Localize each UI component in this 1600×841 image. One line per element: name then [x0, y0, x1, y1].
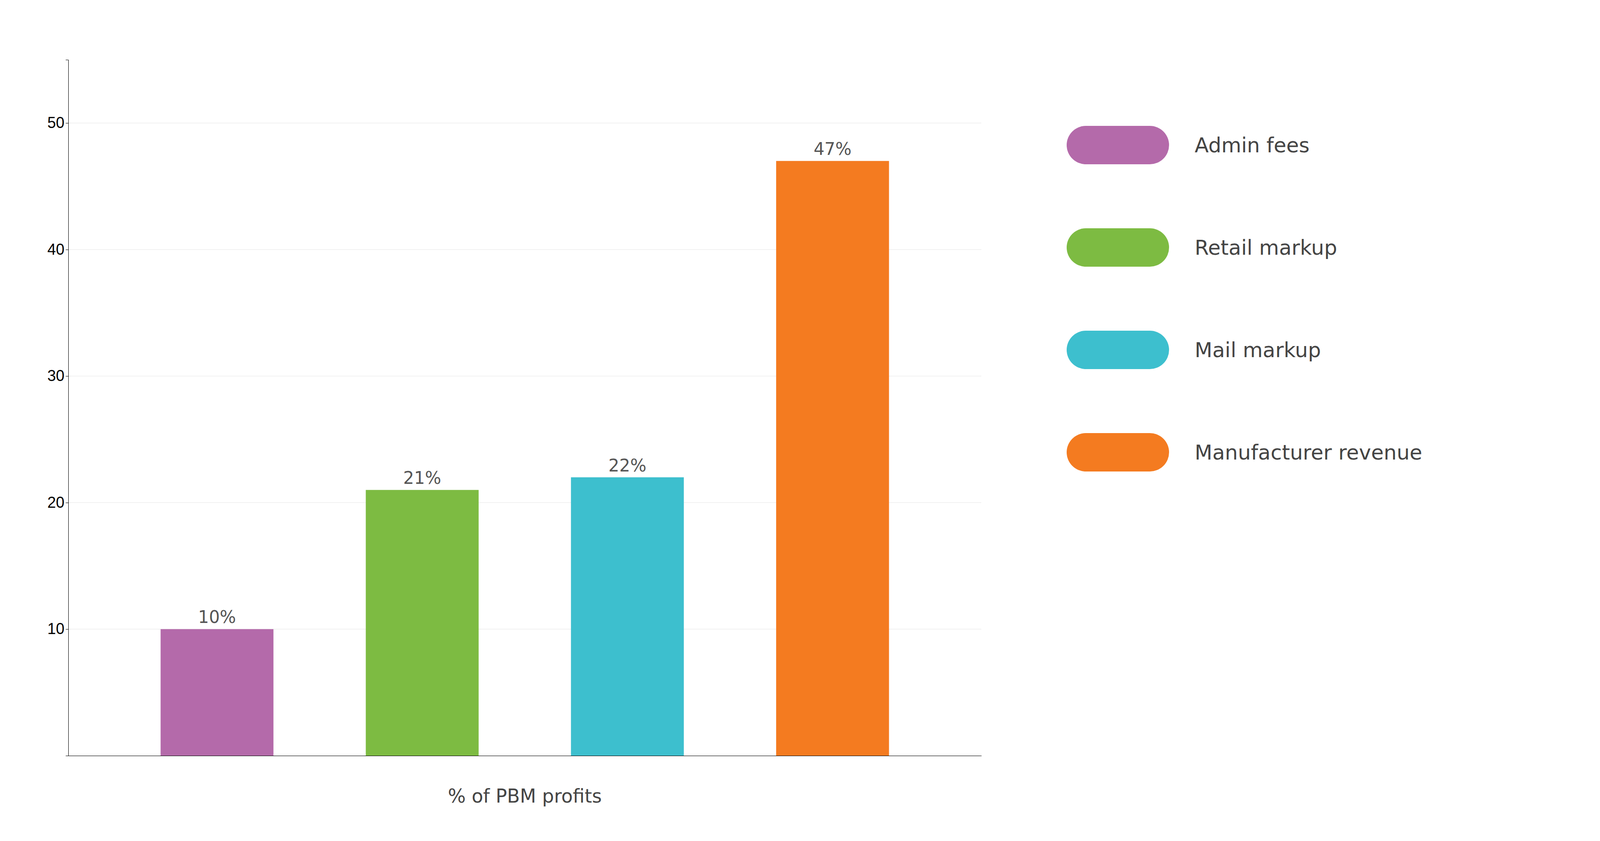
x-axis-title: % of PBM profits: [448, 785, 603, 807]
y-axis: 10 20 30 40 50: [47, 60, 69, 757]
bar: [570, 477, 684, 756]
legend-item: Retail markup: [1066, 228, 1338, 267]
legend-swatch: [1066, 330, 1170, 370]
y-tick-mark: [65, 375, 69, 377]
bar: [160, 628, 274, 756]
data-label: 47%: [813, 139, 852, 159]
legend-label: Admin fees: [1194, 133, 1310, 158]
legend-label: Manufacturer revenue: [1194, 440, 1423, 465]
legend-item: Mail markup: [1066, 330, 1321, 370]
bar: [776, 160, 889, 756]
data-label: 22%: [608, 455, 647, 476]
data-label: 21%: [403, 468, 442, 488]
data-label: 10%: [197, 607, 236, 627]
bar: [365, 489, 479, 756]
y-tick: 40: [47, 240, 69, 259]
bars: [160, 160, 889, 756]
legend-swatch: [1066, 125, 1170, 165]
y-tick-label: 30: [47, 366, 65, 385]
legend-item: Manufacturer revenue: [1066, 433, 1423, 472]
y-tick-mark: [65, 122, 69, 124]
legend-label: Retail markup: [1194, 235, 1338, 260]
y-tick-mark: [65, 502, 69, 504]
y-tick: 50: [47, 113, 69, 132]
y-tick-mark: [65, 249, 69, 251]
x-axis: [68, 755, 982, 757]
x-axis-line: [68, 755, 982, 757]
legend-swatch: [1066, 433, 1170, 472]
legend-item: Admin fees: [1066, 125, 1310, 165]
legend: Admin fees Retail markup Mail markup Manufa…: [1066, 125, 1423, 472]
plot-area: 10% 21% 22% 47% 10 20 30 40 50 % of PBM profits: [47, 60, 982, 808]
y-tick-label: 10: [47, 619, 65, 638]
chart-svg: 10% 21% 22% 47% 10 20 30 40 50 % of PBM profits Ad…: [0, 0, 1600, 841]
legend-swatch: [1066, 228, 1170, 267]
y-tick-label: 20: [47, 493, 65, 512]
y-tick: 30: [47, 366, 69, 385]
y-tick-label: 40: [47, 240, 65, 259]
y-tick: 10: [47, 619, 69, 638]
grid-line: [68, 122, 982, 124]
y-tick-label: 50: [47, 113, 65, 132]
y-tick: 20: [47, 493, 69, 512]
legend-label: Mail markup: [1194, 337, 1321, 362]
y-tick-mark: [65, 628, 69, 630]
y-axis-line: [65, 60, 69, 757]
data-labels: 10% 21% 22% 47%: [197, 139, 852, 627]
